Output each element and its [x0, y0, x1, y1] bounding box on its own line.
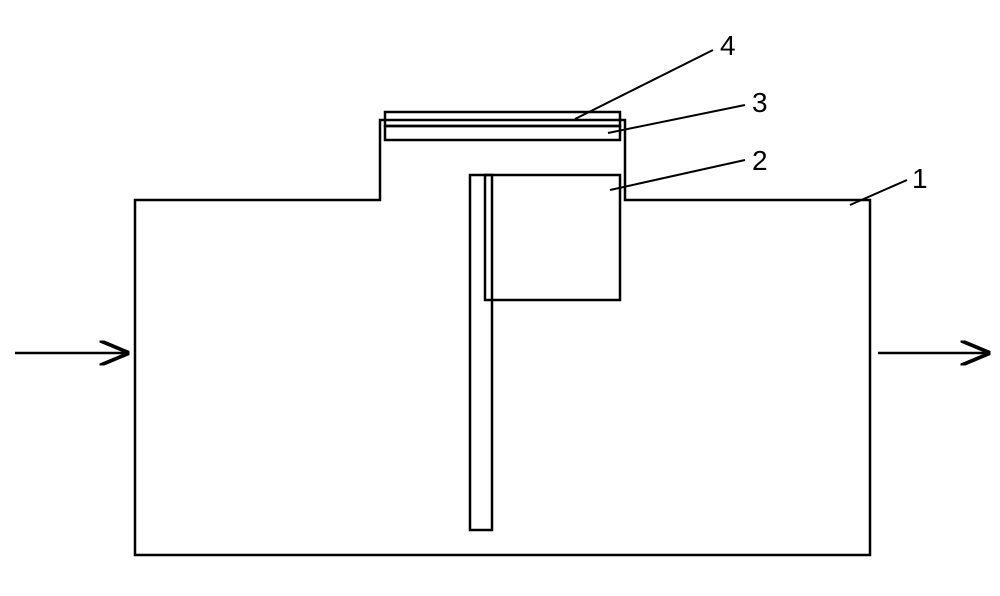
top-layer-lower — [385, 126, 620, 140]
label-l1: 1 — [912, 163, 928, 194]
leader-line-l1 — [850, 180, 907, 205]
leader-line-l2 — [610, 160, 745, 190]
inner-flag-box — [485, 175, 620, 300]
label-l2: 2 — [752, 145, 768, 176]
leader-line-l3 — [608, 105, 745, 133]
main-body-outline — [135, 120, 870, 555]
label-l4: 4 — [720, 30, 736, 61]
inner-flag-stem — [470, 175, 492, 530]
schematic-diagram: 43 2 1 — [0, 0, 1000, 596]
leader-line-l4 — [575, 50, 713, 119]
label-l3: 3 — [752, 87, 768, 118]
